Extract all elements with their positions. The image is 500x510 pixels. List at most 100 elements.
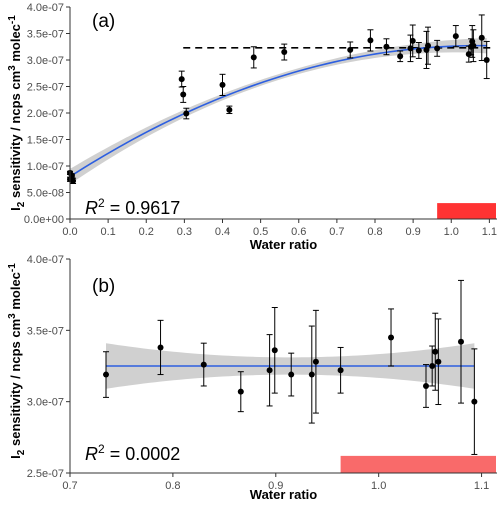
panel-a: 0.0e+00 5.0e-08 1.0e-07 1.5e-07 2.0e-07 2.5e-… [7, 2, 497, 252]
y-tick-label: 4.0e-07 [27, 254, 64, 266]
data-point [397, 53, 404, 60]
data-point [434, 45, 441, 52]
data-point [478, 34, 485, 41]
data-point [308, 371, 315, 378]
r-squared-label: R2 = 0.9617 [85, 196, 180, 218]
y-tick-label: 3.5e-07 [27, 325, 64, 337]
x-tick-label: 0.8 [165, 480, 180, 492]
data-point [465, 51, 472, 58]
data-point [266, 367, 273, 374]
data-point [457, 338, 464, 345]
data-point [237, 388, 244, 395]
data-point [435, 358, 442, 365]
y-axis-title-part: sensitivity / ncps cm [8, 71, 23, 202]
y-axis-title-part: I [8, 455, 23, 459]
r-squared-r: R [85, 444, 98, 464]
x-tick-label: 0.7 [62, 480, 77, 492]
confidence-band [70, 37, 487, 185]
x-axis-title: Water ratio [250, 487, 317, 502]
data-point [180, 91, 187, 98]
y-axis-title-sub: 2 [16, 449, 27, 455]
data-point [250, 54, 257, 61]
r-squared-sup: 2 [98, 196, 105, 210]
y-tick-label: 2.0e-07 [27, 108, 64, 120]
x-tick-label: 0.8 [367, 226, 382, 238]
data-point [219, 81, 226, 88]
x-tick-label: 0.5 [253, 226, 268, 238]
highlight-bar [437, 203, 496, 219]
x-tick-label: 1.0 [371, 480, 386, 492]
x-tick-label: 0.3 [177, 226, 192, 238]
data-point [226, 106, 233, 113]
data-point [200, 361, 207, 368]
data-point [157, 344, 164, 351]
data-point [471, 398, 478, 405]
y-tick-label: 4.0e-07 [27, 2, 64, 14]
y-axis-title: I2 sensitivity / ncps cm3 molec-1 [7, 15, 27, 211]
data-point [432, 348, 439, 355]
data-point [424, 42, 431, 49]
y-tick-label: 1.0e-07 [27, 161, 64, 173]
data-point [483, 57, 490, 63]
data-point [388, 334, 395, 341]
y-axis-title-part: sensitivity / ncps cm [8, 319, 23, 450]
y-axis-title-sup: 3 [7, 65, 18, 71]
data-point [407, 45, 414, 52]
data-point [429, 363, 436, 369]
panel-b: 2.5e-07 3.0e-07 3.5e-07 4.0e-07 0.7 0.8 0.9 1.0… [7, 254, 497, 502]
data-point [183, 110, 190, 117]
panel-label: (b) [92, 276, 115, 297]
x-tick-label: 1.1 [482, 226, 497, 238]
y-axis-title-part: I [8, 207, 23, 211]
x-tick-label: 0.9 [268, 480, 283, 492]
y-tick-label: 1.5e-07 [27, 135, 64, 147]
x-tick-label: 0.4 [215, 226, 230, 238]
y-tick-label: 0.0e+00 [24, 214, 64, 226]
data-point [281, 49, 288, 56]
x-axis-title: Water ratio [250, 237, 317, 252]
y-tick-label: 5.0e-08 [27, 188, 64, 200]
x-tick-label: 0.9 [405, 226, 420, 238]
y-tick-label: 3.0e-07 [27, 55, 64, 67]
r-squared-value: = 0.9617 [105, 198, 181, 218]
y-axis-title-part: molec [8, 272, 23, 313]
r-squared-label: R2 = 0.0002 [85, 442, 180, 464]
data-point [271, 347, 278, 354]
fit-line [69, 44, 487, 178]
data-point [103, 371, 110, 378]
x-tick-label: 0.6 [291, 226, 306, 238]
y-axis-title-sup: -1 [7, 15, 18, 24]
y-axis-title-sub: 2 [16, 201, 27, 207]
x-tick-label: 0.7 [329, 226, 344, 238]
data-point [452, 33, 459, 40]
data-point [415, 47, 422, 54]
data-point [288, 371, 295, 378]
data-point [178, 76, 185, 83]
data-point [383, 43, 390, 50]
panel-label: (a) [92, 11, 115, 32]
r-squared-value: = 0.0002 [105, 444, 181, 464]
y-axis-title-sup: -1 [7, 263, 18, 272]
data-point [367, 37, 374, 44]
r-squared-r: R [85, 198, 98, 218]
y-tick-label: 3.0e-07 [27, 397, 64, 409]
highlight-bar [340, 455, 496, 473]
y-axis-title-part: molec [8, 24, 23, 65]
x-tick-label: 0.2 [139, 226, 154, 238]
data-point [312, 358, 319, 365]
data-point [470, 42, 477, 49]
data-point [337, 367, 344, 374]
y-tick-label: 3.5e-07 [27, 29, 64, 41]
x-tick-label: 1.0 [444, 226, 459, 238]
y-axis-title-sup: 3 [7, 313, 18, 319]
r-squared-sup: 2 [98, 442, 105, 456]
y-axis-title: I2 sensitivity / ncps cm3 molec-1 [7, 263, 27, 459]
data-point [347, 46, 354, 53]
data-point [423, 382, 430, 389]
y-tick-label: 2.5e-07 [27, 468, 64, 480]
x-tick-label: 0.1 [100, 226, 115, 238]
x-tick-label: 0.0 [62, 226, 77, 238]
x-tick-label: 1.1 [474, 480, 489, 492]
data-point [409, 37, 416, 44]
